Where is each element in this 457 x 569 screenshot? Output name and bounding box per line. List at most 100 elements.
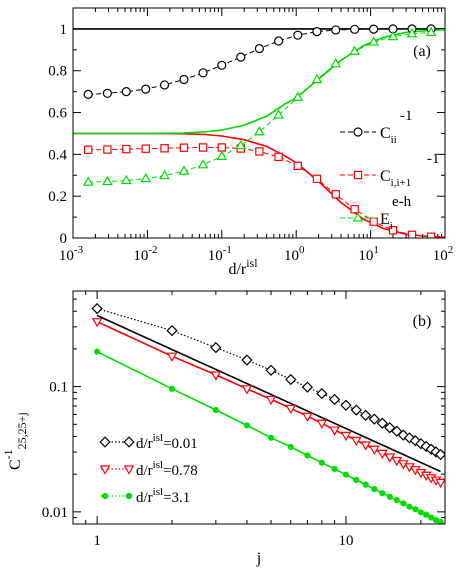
eeh-point: [120, 174, 132, 185]
legend-label: Ci,i+1: [380, 168, 411, 189]
cii1-point: [103, 145, 112, 154]
d001-point-shape: [166, 324, 178, 337]
d001-point: [285, 373, 297, 386]
d31-point-shape: [342, 471, 350, 478]
d001-point-shape: [328, 393, 341, 406]
cii1-point: [331, 190, 340, 199]
cii-point: [369, 24, 379, 34]
d31-point-shape: [287, 443, 294, 451]
eeh-point: [292, 91, 304, 101]
d001-point-shape: [210, 341, 222, 354]
eeh-point: [102, 175, 113, 186]
x-axis-title: j: [256, 550, 261, 567]
panel-a-plot: [73, 24, 445, 238]
eeh-point-shape: [216, 150, 228, 161]
d31-point-shape: [168, 385, 176, 392]
d078-point: [368, 445, 380, 455]
d078-point-shape: [166, 352, 178, 362]
cii-point: [179, 74, 189, 85]
legend-marker: [99, 436, 111, 448]
d078-point-shape: [350, 436, 362, 447]
eeh-point-shape: [102, 175, 113, 186]
d31-point: [437, 518, 444, 524]
panel-a-label: (a): [413, 43, 431, 60]
legend-marker-shape: [101, 492, 109, 500]
legend-prefix: d/r: [136, 463, 153, 479]
cii1-point: [388, 226, 398, 235]
eeh-point-shape: [425, 26, 437, 37]
x-tick-base: 10: [133, 248, 148, 264]
legend-marker-shape: [99, 465, 111, 475]
x-tick-label: 10-1: [208, 244, 232, 264]
d31-point-shape: [400, 500, 407, 507]
cii-point-shape: [159, 80, 170, 90]
panel-a: 10-3 10-2 10-1 100 101 10200.20.40.60.81(a)Ci…: [48, 7, 453, 278]
d001-point-shape: [434, 448, 445, 461]
cii-point: [102, 88, 113, 98]
d31-point: [423, 511, 430, 518]
y-axis-title-base: C: [7, 459, 24, 470]
eeh-point: [349, 45, 360, 55]
d31-point: [406, 503, 413, 510]
d001-point-shape: [340, 399, 352, 411]
x-axis-title: d/risl: [228, 256, 258, 278]
cii1-point: [198, 143, 208, 152]
legend-marker-shape: [352, 212, 364, 222]
d001-point-shape: [420, 440, 432, 453]
legend-label: d/risl=3.1: [136, 486, 190, 506]
cii1-point-shape: [350, 204, 359, 214]
eeh-point-shape: [140, 172, 152, 183]
d31-point: [412, 506, 419, 513]
d001-point-shape: [265, 364, 277, 376]
y-axis-title: C-125,25+j: [1, 412, 29, 470]
cii1-point-shape: [293, 161, 302, 171]
d31-point: [428, 514, 435, 521]
legend-base: E: [380, 211, 390, 228]
d001-point: [384, 422, 396, 434]
cii-point-shape: [102, 88, 113, 98]
d31-point-shape: [318, 459, 325, 466]
d001-point-shape: [360, 409, 372, 421]
d31-point: [212, 406, 219, 414]
legend-marker-shape: [353, 127, 363, 137]
legend-marker-shape: [353, 170, 363, 180]
cii-point-shape: [236, 52, 246, 62]
fit-black-line: [96, 314, 441, 473]
d31-point: [393, 497, 400, 504]
panel-b-plot: [91, 302, 445, 524]
cii1-point: [274, 152, 283, 162]
legend-marker: [353, 170, 363, 180]
d001-point: [420, 440, 432, 453]
eeh-point-shape: [159, 169, 170, 180]
cii1-point-shape: [426, 232, 436, 238]
d001-point-shape: [376, 417, 388, 429]
legend-entry-d001: d/risl=0.01: [99, 432, 198, 452]
cii1-point-shape: [274, 152, 283, 162]
legend-marker: [125, 492, 133, 500]
legend-sub: ii: [391, 134, 397, 146]
legend-base: C: [380, 125, 391, 142]
x-tick-label: 100: [284, 244, 305, 264]
d078-point-shape: [360, 441, 372, 451]
cii1-point-shape: [255, 147, 264, 156]
cii-point: [236, 52, 246, 62]
d001-point: [409, 435, 421, 447]
d078-point: [329, 426, 340, 436]
d078-point-shape: [368, 445, 380, 455]
legend-label: d/risl=0.78: [136, 459, 198, 479]
eeh-point: [197, 159, 209, 169]
d001-point: [425, 443, 437, 455]
cii-point-shape: [198, 68, 208, 78]
cii1-point: [255, 147, 264, 156]
cii-point-shape: [217, 60, 227, 70]
panel-a-frame: [72, 7, 446, 239]
y-axis-title-sup: -1: [1, 449, 15, 459]
cii-point: [83, 89, 93, 99]
x-tick-exp: -1: [223, 244, 232, 256]
d31-point-shape: [243, 422, 251, 429]
cii1-point: [293, 161, 302, 171]
x-tick-exp: 1: [373, 244, 379, 256]
x-tick-label: 101: [358, 244, 379, 264]
cii1-point: [217, 143, 226, 152]
d001-point: [166, 324, 178, 337]
